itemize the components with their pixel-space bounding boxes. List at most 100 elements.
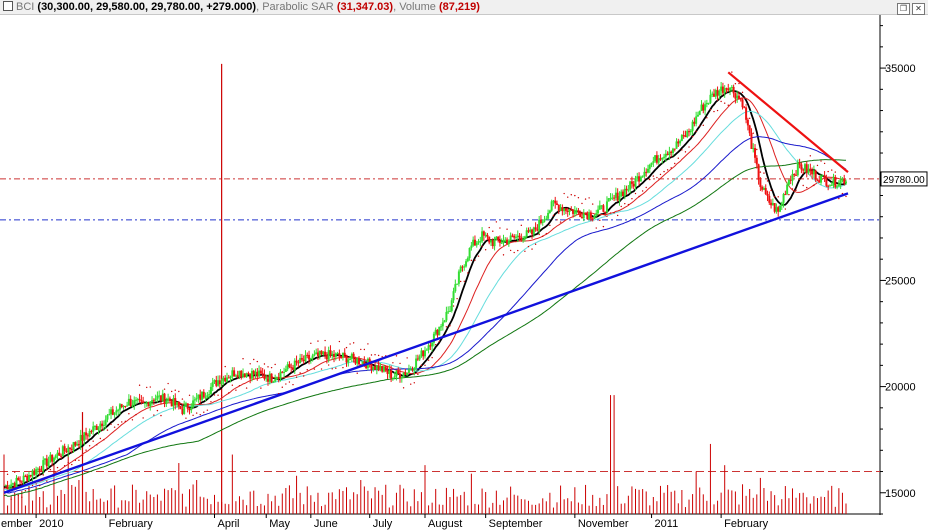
candle-body — [295, 360, 298, 363]
candle-body — [229, 376, 232, 378]
candle-body — [397, 370, 400, 374]
candle-body — [349, 358, 352, 360]
candle-body — [95, 425, 98, 430]
candle-body — [525, 230, 528, 237]
candle-body — [554, 200, 557, 204]
candle-body — [138, 399, 141, 401]
candle-body — [516, 235, 519, 238]
candle-body — [325, 355, 328, 360]
candle-body — [432, 333, 435, 343]
candle-body — [97, 427, 100, 430]
candle-body — [313, 354, 316, 356]
candle-body — [645, 171, 648, 173]
candle-body — [832, 176, 835, 185]
candle-body — [500, 242, 503, 244]
restore-icon[interactable]: ❐ — [897, 3, 910, 15]
candle-body — [675, 141, 678, 149]
ohlc-values: (30,300.00, 29,580.00, 29,780.00, +279.0… — [37, 1, 257, 13]
candle-body — [277, 376, 280, 379]
candle-body — [809, 168, 812, 171]
candle-body — [195, 398, 198, 400]
sar-dot — [374, 354, 376, 356]
candle-body — [479, 241, 482, 243]
sar-dot — [99, 437, 102, 440]
candle-body — [204, 397, 207, 399]
sar-dot — [691, 135, 694, 138]
sar-dot — [299, 372, 301, 374]
candle-body — [354, 357, 357, 364]
candle-body — [254, 371, 257, 375]
candle-body — [786, 184, 789, 195]
candle-body — [208, 394, 211, 396]
candle-body — [493, 239, 496, 247]
sar-dot — [6, 473, 9, 476]
parabolic-sar — [6, 71, 847, 501]
candle-body — [393, 376, 396, 378]
sar-dot — [392, 362, 394, 364]
candle-body — [26, 475, 29, 481]
sar-dot — [538, 233, 540, 236]
sar-dot — [142, 417, 144, 419]
sar-dot — [809, 155, 812, 157]
sar-dot — [738, 82, 740, 85]
candle-body — [488, 236, 491, 243]
candle-body — [520, 237, 523, 241]
sar-dot — [763, 172, 765, 174]
candle-body — [411, 369, 414, 371]
last-price-tag — [880, 171, 928, 187]
candle-body — [721, 86, 724, 93]
sar-dot — [588, 197, 590, 199]
candle-body — [566, 210, 569, 213]
candle-body — [199, 394, 202, 400]
sar-dot — [352, 342, 355, 344]
candle-body — [238, 370, 241, 378]
candle-body — [712, 93, 715, 97]
candle-body — [673, 148, 676, 150]
candle-body — [504, 239, 507, 241]
candle-body — [845, 181, 847, 184]
candle-body — [459, 266, 462, 272]
candle-body — [484, 234, 487, 236]
candle-body — [60, 455, 63, 457]
candle-body — [420, 350, 423, 357]
sar-dot — [549, 224, 551, 227]
candle-body — [400, 376, 403, 379]
candle-body — [45, 458, 48, 467]
candle-body — [101, 423, 104, 426]
sar-dot — [181, 398, 184, 400]
ma-110 — [3, 159, 847, 497]
candle-body — [836, 186, 839, 188]
candle-body — [759, 179, 762, 187]
candle-body — [197, 394, 200, 399]
candle-body — [750, 133, 753, 149]
candle-body — [192, 400, 195, 408]
candle-body — [159, 395, 162, 401]
candle-body — [475, 242, 478, 246]
sar-dot — [831, 169, 833, 171]
candle-body — [404, 372, 407, 375]
candle-body — [834, 176, 837, 187]
candle-body — [218, 380, 221, 385]
candle-body — [206, 395, 209, 398]
sar-label: Parabolic SAR — [262, 1, 334, 13]
candle-body — [299, 358, 302, 364]
candle-body — [74, 442, 77, 446]
sar-dot — [121, 421, 123, 423]
candle-body — [395, 370, 398, 377]
close-icon[interactable]: ✕ — [912, 3, 925, 15]
sar-dot — [470, 259, 473, 262]
candles — [4, 81, 847, 492]
candle-body — [764, 187, 767, 194]
candle-body — [573, 210, 576, 214]
sar-dot — [349, 343, 351, 345]
candle-body — [336, 353, 339, 355]
window-menu-icon[interactable] — [3, 1, 13, 11]
x-tick-label: June — [314, 518, 338, 530]
sar-dot — [192, 414, 194, 417]
candle-body — [356, 358, 359, 364]
candle-body — [689, 130, 692, 133]
sar-dot — [584, 198, 587, 200]
candle-body — [193, 399, 196, 401]
candle-body — [374, 366, 377, 370]
candle-body — [604, 211, 607, 213]
